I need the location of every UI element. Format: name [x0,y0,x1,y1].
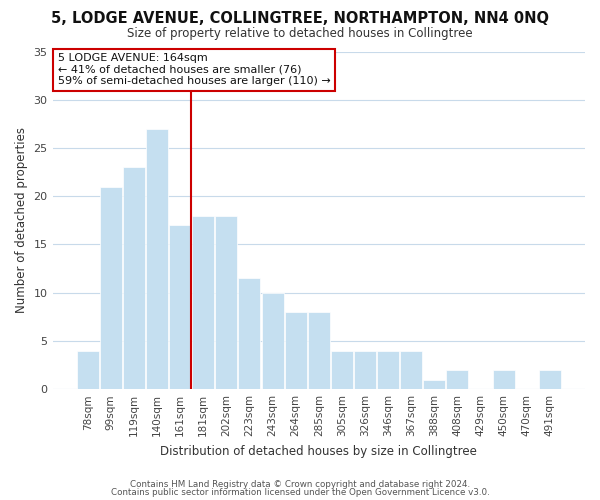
Text: Contains public sector information licensed under the Open Government Licence v3: Contains public sector information licen… [110,488,490,497]
Bar [146,128,168,389]
Bar [215,216,238,389]
Bar [169,225,191,389]
Bar [424,380,445,389]
Bar [262,292,284,389]
Text: 5, LODGE AVENUE, COLLINGTREE, NORTHAMPTON, NN4 0NQ: 5, LODGE AVENUE, COLLINGTREE, NORTHAMPTO… [51,11,549,26]
Bar [100,186,122,389]
Bar [377,350,399,389]
Bar [77,350,98,389]
Bar [123,168,145,389]
Y-axis label: Number of detached properties: Number of detached properties [15,128,28,314]
Bar [192,216,214,389]
Bar [238,278,260,389]
Bar [446,370,469,389]
Bar [400,350,422,389]
X-axis label: Distribution of detached houses by size in Collingtree: Distribution of detached houses by size … [160,444,477,458]
Bar [354,350,376,389]
Bar [308,312,330,389]
Bar [284,312,307,389]
Bar [539,370,561,389]
Bar [493,370,515,389]
Text: Contains HM Land Registry data © Crown copyright and database right 2024.: Contains HM Land Registry data © Crown c… [130,480,470,489]
Text: 5 LODGE AVENUE: 164sqm
← 41% of detached houses are smaller (76)
59% of semi-det: 5 LODGE AVENUE: 164sqm ← 41% of detached… [58,53,331,86]
Text: Size of property relative to detached houses in Collingtree: Size of property relative to detached ho… [127,28,473,40]
Bar [331,350,353,389]
